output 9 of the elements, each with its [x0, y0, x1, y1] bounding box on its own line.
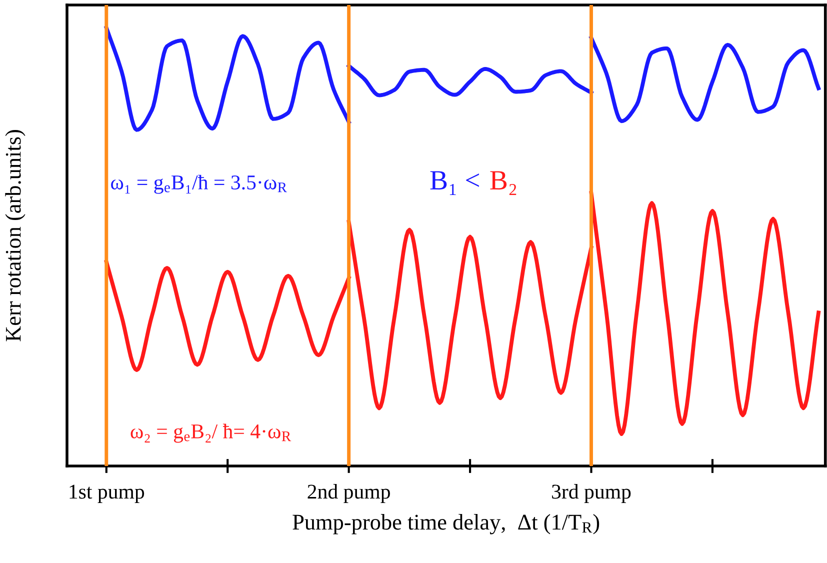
y-axis-title: Kerr rotation (arb.units): [5, 130, 26, 342]
x-tick-label: 1st pump: [70, 484, 144, 503]
x-tick-label: 3rd pump: [552, 484, 631, 503]
x-tick-label: 2nd pump: [308, 484, 390, 503]
annotation: ω₁ = g$_{e}$B₁/ħ = 3.5·ω$_{R}$: [111, 174, 287, 194]
annotation: ω₂ = g$_{e}$B₂/ ħ= 4·ω$_{R}$: [130, 424, 292, 443]
x-axis-title: Pump-probe time delay, Δt (1/T$_{R}$): [292, 514, 600, 534]
annotation: B₁ <: [430, 171, 479, 195]
annotation: B₂: [490, 171, 516, 196]
